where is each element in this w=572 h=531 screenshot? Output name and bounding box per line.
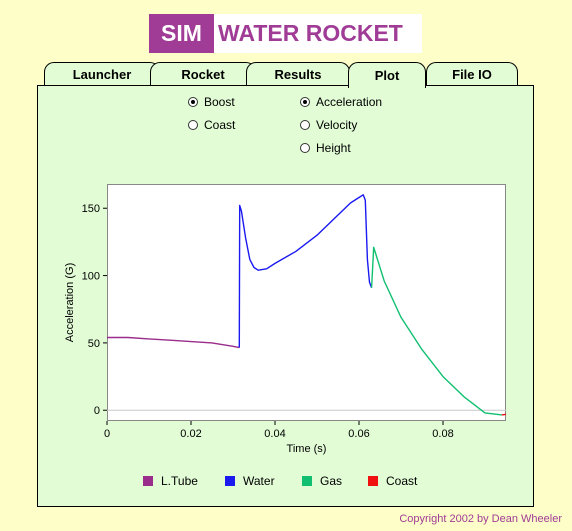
- legend-coast: Coast: [368, 474, 417, 488]
- tab-results[interactable]: Results: [246, 62, 350, 86]
- tab-bar: Launcher Rocket Results Plot File IO: [0, 62, 572, 88]
- x-tick-label: 0.06: [348, 428, 369, 440]
- x-tick-label: 0.02: [180, 428, 201, 440]
- radio-acceleration-indicator[interactable]: [300, 97, 310, 107]
- series-line-water: [238, 194, 373, 348]
- radio-acceleration[interactable]: Acceleration: [300, 95, 382, 109]
- x-tick-label: 0.04: [264, 428, 285, 440]
- x-axis-label: Time (s): [287, 443, 327, 455]
- series-line-gas: [370, 246, 502, 416]
- radio-boost[interactable]: Boost: [188, 95, 235, 109]
- legend-water-label: Water: [243, 474, 275, 488]
- radio-velocity-label: Velocity: [316, 118, 358, 132]
- tab-file-io[interactable]: File IO: [426, 62, 518, 86]
- y-tick-label: 150: [82, 203, 100, 215]
- tab-rocket[interactable]: Rocket: [150, 62, 256, 86]
- radio-coast-label: Coast: [204, 118, 236, 132]
- radio-coast[interactable]: Coast: [188, 118, 235, 132]
- legend-ltube-swatch: [143, 476, 153, 486]
- series-line-coast: [501, 413, 507, 416]
- logo-sim: SIM: [149, 14, 214, 53]
- plot-area: [107, 184, 506, 421]
- radio-height-label: Height: [316, 141, 351, 155]
- copyright: Copyright 2002 by Dean Wheeler: [399, 513, 562, 525]
- y-tick-label: 0: [94, 405, 100, 417]
- legend-gas: Gas: [302, 474, 342, 488]
- legend-ltube-label: L.Tube: [161, 474, 198, 488]
- legend-coast-label: Coast: [386, 474, 418, 488]
- radio-coast-indicator[interactable]: [188, 120, 198, 130]
- radio-velocity[interactable]: Velocity: [300, 118, 357, 132]
- legend-gas-label: Gas: [320, 474, 343, 488]
- logo-title: WATER ROCKET: [218, 20, 403, 46]
- tab-launcher[interactable]: Launcher: [44, 62, 160, 86]
- x-tick-label: 0: [104, 428, 110, 440]
- radio-boost-indicator[interactable]: [188, 97, 198, 107]
- legend-coast-swatch: [368, 476, 378, 486]
- tab-plot[interactable]: Plot: [348, 62, 426, 88]
- app-logo: SIM WATER ROCKET: [149, 14, 422, 53]
- radio-height-indicator[interactable]: [300, 143, 310, 153]
- legend-gas-swatch: [302, 476, 312, 486]
- series-line-ltube: [107, 336, 240, 349]
- legend-ltube: L.Tube: [143, 474, 198, 488]
- y-tick-label: 50: [88, 338, 100, 350]
- legend-water-swatch: [225, 476, 235, 486]
- radio-acceleration-label: Acceleration: [316, 95, 383, 109]
- y-tick-label: 100: [82, 271, 100, 283]
- radio-height[interactable]: Height: [300, 141, 351, 155]
- x-tick-label: 0.08: [432, 428, 453, 440]
- y-axis-label: Acceleration (G): [64, 263, 76, 342]
- legend-water: Water: [225, 474, 275, 488]
- radio-boost-label: Boost: [204, 95, 235, 109]
- radio-velocity-indicator[interactable]: [300, 120, 310, 130]
